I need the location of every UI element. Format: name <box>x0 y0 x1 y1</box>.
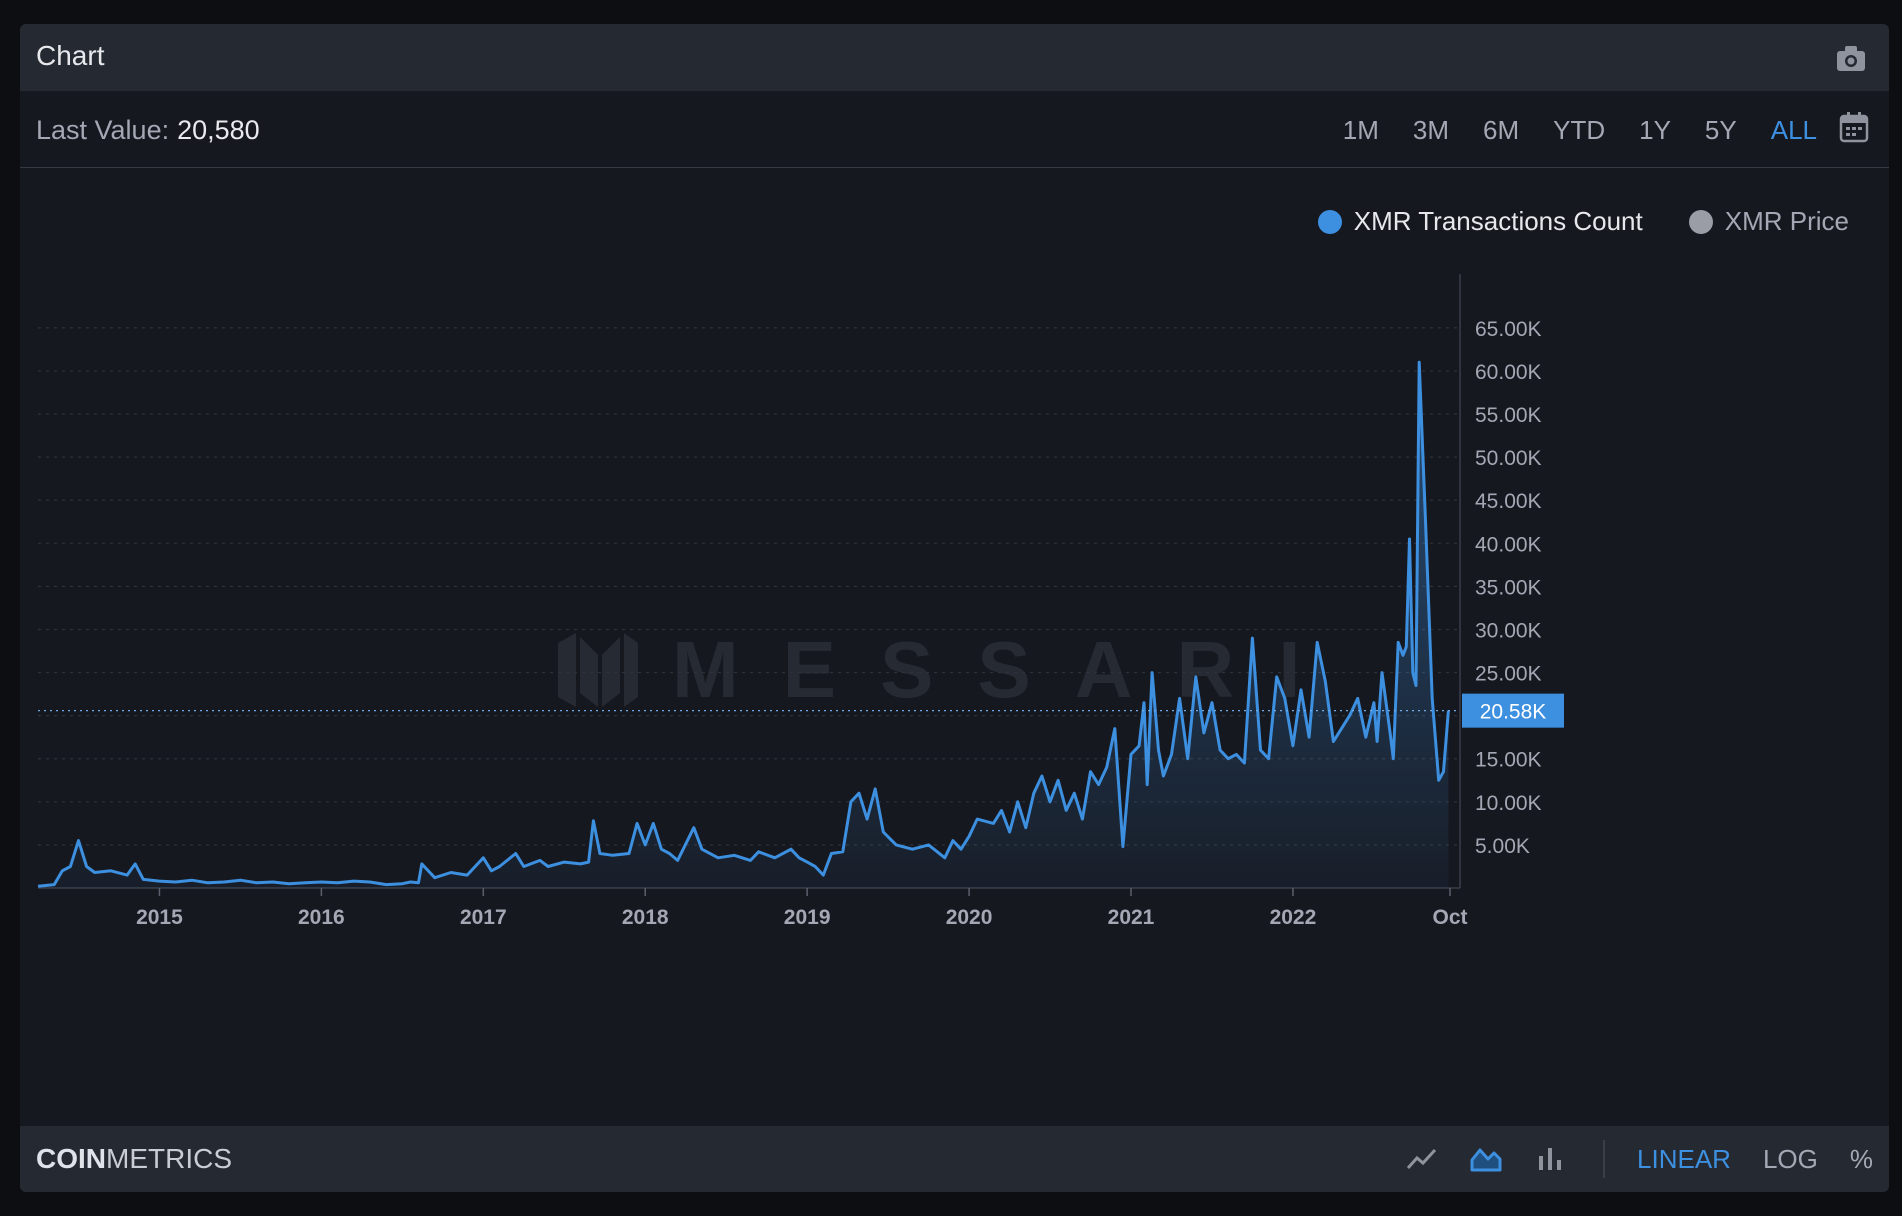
chart-controls: LINEAR LOG % <box>1375 1140 1873 1178</box>
x-tick-label: 2015 <box>136 906 183 929</box>
time-range-selector: 1M 3M 6M YTD 1Y 5Y ALL <box>1309 115 1817 146</box>
scale-log[interactable]: LOG <box>1762 1143 1818 1174</box>
range-1y[interactable]: 1Y <box>1639 115 1671 145</box>
x-tick-label: 2021 <box>1108 906 1155 929</box>
y-tick-label: 65.00K <box>1475 318 1542 341</box>
controls-divider <box>1603 1140 1606 1178</box>
legend-dot-transactions <box>1317 209 1342 234</box>
calendar-icon[interactable] <box>1839 111 1869 143</box>
legend-item-transactions[interactable]: XMR Transactions Count <box>1317 206 1643 237</box>
x-tick-label: 2017 <box>460 906 507 929</box>
current-value-label: 20.58K <box>1480 701 1547 724</box>
chart-panel: Chart Last Value: 20,580 1M 3M 6M YTD 1Y … <box>20 24 1889 1192</box>
chart-title: Chart <box>36 40 105 71</box>
range-ytd[interactable]: YTD <box>1553 115 1606 145</box>
legend-label-price: XMR Price <box>1724 206 1849 236</box>
range-1m[interactable]: 1M <box>1342 115 1379 145</box>
brand-bold: COIN <box>36 1143 106 1174</box>
scale-linear[interactable]: LINEAR <box>1637 1143 1731 1174</box>
x-tick-label: Oct <box>1432 906 1467 929</box>
y-tick-label: 40.00K <box>1475 533 1542 556</box>
legend-label-transactions: XMR Transactions Count <box>1353 206 1643 236</box>
y-tick-label: 60.00K <box>1475 361 1542 384</box>
range-6m[interactable]: 6M <box>1482 115 1520 145</box>
range-all[interactable]: ALL <box>1770 115 1817 145</box>
messari-watermark: MESSARI <box>558 624 1345 716</box>
chart-header: Chart <box>20 24 1889 91</box>
y-tick-label: 10.00K <box>1475 792 1542 815</box>
last-value-number: 20,580 <box>177 115 260 145</box>
current-value-badge <box>1462 693 1564 728</box>
last-value-label: Last Value: <box>36 115 170 145</box>
coinmetrics-logo: COINMETRICS <box>36 1143 232 1175</box>
x-tick-label: 2022 <box>1270 906 1317 929</box>
x-tick-label: 2019 <box>784 906 831 929</box>
series-line-transactions <box>37 360 1450 888</box>
x-tick-label: 2016 <box>298 906 345 929</box>
chart-toolbar: Last Value: 20,580 1M 3M 6M YTD 1Y 5Y ALL <box>20 91 1889 168</box>
x-tick-label: 2018 <box>622 906 669 929</box>
y-tick-label: 55.00K <box>1475 404 1542 427</box>
y-tick-label: 35.00K <box>1475 576 1542 599</box>
last-value: Last Value: 20,580 <box>36 115 260 146</box>
line-chart-icon[interactable] <box>1405 1142 1439 1176</box>
y-tick-label: 30.00K <box>1475 619 1542 642</box>
series-area-transactions <box>38 362 1449 888</box>
y-tick-label: 5.00K <box>1475 835 1530 858</box>
x-tick-label: 2020 <box>946 906 993 929</box>
brand-light: METRICS <box>106 1143 232 1174</box>
area-chart[interactable]: 5.00K10.00K15.00K20.00K25.00K30.00K35.00… <box>20 274 1889 1126</box>
y-tick-label: 15.00K <box>1475 749 1542 772</box>
y-tick-label: 50.00K <box>1475 447 1542 470</box>
range-3m[interactable]: 3M <box>1412 115 1449 145</box>
chart-legend: XMR Transactions Count XMR Price <box>1272 206 1849 237</box>
bar-chart-icon[interactable] <box>1533 1142 1567 1176</box>
legend-dot-price <box>1688 209 1713 234</box>
camera-icon[interactable] <box>1835 43 1867 73</box>
scale-percent[interactable]: % <box>1849 1143 1873 1174</box>
chart-footer: COINMETRICS LINEAR LOG % <box>20 1126 1889 1192</box>
area-chart-icon[interactable] <box>1469 1142 1503 1176</box>
y-tick-label: 25.00K <box>1475 663 1542 686</box>
y-tick-label: 45.00K <box>1475 490 1542 513</box>
legend-item-price[interactable]: XMR Price <box>1688 206 1849 237</box>
messari-logo-icon <box>558 633 638 707</box>
range-5y[interactable]: 5Y <box>1704 115 1737 145</box>
